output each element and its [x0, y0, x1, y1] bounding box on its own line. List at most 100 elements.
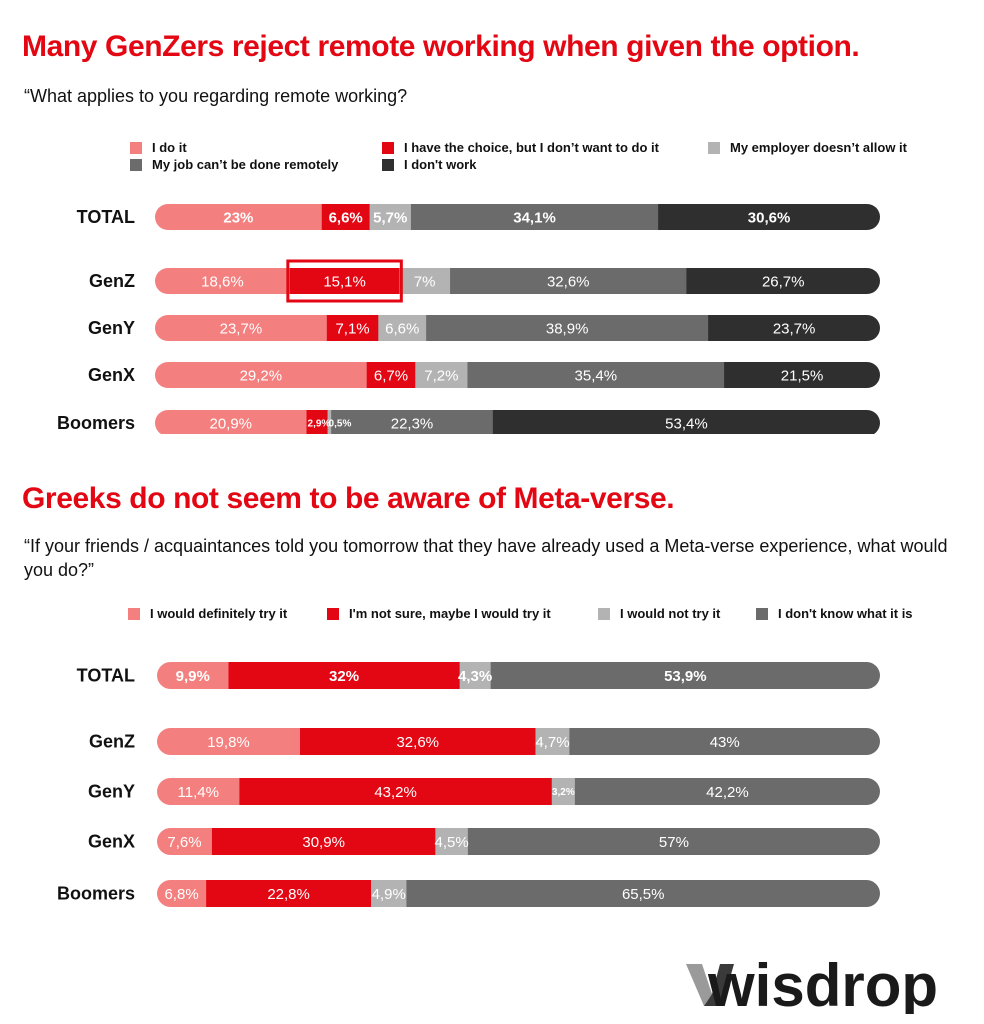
data-label: 6,8%	[164, 886, 198, 903]
bar-segment-i-would-not-try-it	[371, 880, 408, 907]
data-label: 7,6%	[167, 834, 201, 851]
legend-label: My employer doesn’t allow it	[730, 140, 907, 155]
legend-swatch	[327, 607, 339, 620]
data-label: 38,9%	[546, 320, 589, 337]
bar-segment-my-job-can-t-be-done-remotely	[331, 410, 494, 434]
category-label-total: TOTAL	[77, 207, 135, 227]
data-label: 9,9%	[176, 668, 210, 685]
chart-2-plot: TOTAL 9,9% 32% 4,3% 53,9% GenZ 19,8% 32,6% 4,7% 4…	[57, 662, 880, 907]
category-label-total: TOTAL	[77, 666, 135, 686]
bar-segment-my-job-can-t-be-done-remotely	[410, 204, 659, 230]
bar-segment-i-don-t-work	[658, 204, 880, 230]
bar-segment-i-have-the-choice-but-i-don-t-want-to-do	[366, 362, 416, 388]
data-label: 7,2%	[424, 367, 458, 384]
bar-row-total	[155, 204, 880, 230]
bar-row-boomers	[157, 880, 880, 907]
chart-1-legend: I do it I have the choice, but I don’t wa…	[0, 134, 984, 174]
bar-segment-i-m-not-sure-maybe-i-would-try-it	[228, 662, 461, 689]
bar-segment-i-have-the-choice-but-i-don-t-want-to-do	[326, 315, 379, 341]
bar-segment-i-do-it	[155, 268, 291, 294]
data-label: 21,5%	[781, 367, 824, 384]
data-label: 42,2%	[706, 784, 749, 801]
legend-item-i-have-the-choice-but-i-don-t-want-to-do: I have the choice, but I don’t want to d…	[382, 140, 659, 155]
legend-label: I have the choice, but I don’t want to d…	[404, 140, 659, 155]
bar-segment-i-don-t-work	[724, 362, 880, 388]
data-label: 7,1%	[335, 320, 369, 337]
bar-segment-my-employer-doesn-t-allow-it	[399, 268, 451, 294]
data-label: 23%	[223, 209, 253, 226]
legend-item-i-would-not-try-it: I would not try it	[598, 606, 720, 621]
bar-segment-i-m-not-sure-maybe-i-would-try-it	[206, 880, 372, 907]
bar-segment-my-employer-doesn-t-allow-it	[327, 410, 332, 434]
category-label-genz: GenZ	[89, 271, 135, 291]
data-label: 32%	[329, 668, 359, 685]
bar-row-geny	[157, 778, 880, 805]
data-label: 29,2%	[240, 367, 283, 384]
category-label-geny: GenY	[88, 782, 135, 802]
bar-segment-i-would-not-try-it	[535, 728, 571, 755]
legend-item-i-do-it: I do it	[130, 140, 187, 155]
bar-segment-i-do-it	[155, 315, 328, 341]
data-label: 2,9%	[308, 419, 331, 430]
data-label: 4,5%	[435, 834, 469, 851]
bar-segment-my-employer-doesn-t-allow-it	[369, 204, 412, 230]
legend-swatch	[130, 141, 142, 154]
bar-segment-i-don-t-work	[492, 410, 880, 434]
bar-segment-i-m-not-sure-maybe-i-would-try-it	[300, 728, 537, 755]
bar-segment-i-don-t-know-what-it-is	[490, 662, 880, 689]
bar-row-genz	[155, 268, 880, 294]
data-label: 6,6%	[329, 209, 363, 226]
data-label: 43,2%	[374, 784, 417, 801]
legend-swatch	[598, 607, 610, 620]
legend-label: I would definitely try it	[150, 606, 288, 621]
bar-segment-i-m-not-sure-maybe-i-would-try-it	[239, 778, 553, 805]
bar-segment-i-would-definitely-try-it	[157, 728, 301, 755]
data-label: 34,1%	[513, 209, 556, 226]
data-label: 6,7%	[374, 367, 408, 384]
bar-segment-i-don-t-know-what-it-is	[406, 880, 880, 907]
category-label-boomers: Boomers	[57, 413, 135, 433]
data-label: 20,9%	[209, 415, 252, 432]
data-label: 4,7%	[535, 734, 569, 751]
legend-item-i-m-not-sure-maybe-i-would-try-it: I'm not sure, maybe I would try it	[327, 606, 551, 621]
data-label: 18,6%	[201, 273, 244, 290]
bar-segment-i-would-definitely-try-it	[157, 778, 241, 805]
legend-swatch	[130, 158, 142, 171]
bar-row-geny	[155, 315, 880, 341]
wisdrop-logo: wisdrop	[684, 944, 944, 1019]
legend-item-my-job-can-t-be-done-remotely: My job can’t be done remotely	[130, 157, 338, 172]
data-label: 65,5%	[622, 886, 665, 903]
bar-segment-i-would-definitely-try-it	[157, 662, 230, 689]
bar-segment-i-would-definitely-try-it	[157, 880, 207, 907]
bar-segment-i-do-it	[155, 362, 368, 388]
data-label: 26,7%	[762, 273, 805, 290]
legend-item-i-don-t-work: I don't work	[382, 157, 476, 172]
chart-1-subtitle: “What applies to you regarding remote wo…	[24, 86, 408, 106]
chart-1-plot: TOTAL 23% 6,6% 5,7% 34,1% 30,6% GenZ 18,6% 15,1%…	[57, 204, 880, 434]
data-label: 30,9%	[302, 834, 345, 851]
bar-segment-i-don-t-know-what-it-is	[574, 778, 880, 805]
data-label: 11,4%	[178, 784, 219, 801]
legend-swatch	[382, 141, 394, 154]
chart-1: I do it I have the choice, but I don’t wa…	[0, 134, 984, 434]
bar-segment-i-don-t-know-what-it-is	[569, 728, 880, 755]
data-label: 57%	[659, 834, 689, 851]
data-label: 22,8%	[267, 886, 310, 903]
legend-label: I don't know what it is	[778, 606, 913, 621]
data-label: 0,5%	[329, 419, 352, 430]
legend-swatch	[708, 141, 720, 154]
data-label: 4,9%	[372, 886, 406, 903]
chart-2-legend: I would definitely try it I'm not sure, m…	[0, 600, 984, 640]
chart-1-title: Many GenZers reject remote working when …	[22, 30, 860, 63]
chart-2-title: Greeks do not seem to be aware of Meta-v…	[22, 482, 675, 515]
legend-label: I don't work	[404, 157, 477, 172]
legend-label: I do it	[152, 140, 187, 155]
legend-item-my-employer-doesn-t-allow-it: My employer doesn’t allow it	[708, 140, 907, 155]
bar-segment-i-would-not-try-it	[435, 828, 469, 855]
legend-swatch	[128, 607, 140, 620]
bar-row-genz	[157, 728, 880, 755]
bar-segment-my-job-can-t-be-done-remotely	[426, 315, 709, 341]
bar-segment-i-have-the-choice-but-i-don-t-want-to-do	[289, 268, 400, 294]
data-label: 32,6%	[396, 734, 439, 751]
chart-2-subtitle: “If your friends / acquaintances told yo…	[24, 536, 948, 580]
